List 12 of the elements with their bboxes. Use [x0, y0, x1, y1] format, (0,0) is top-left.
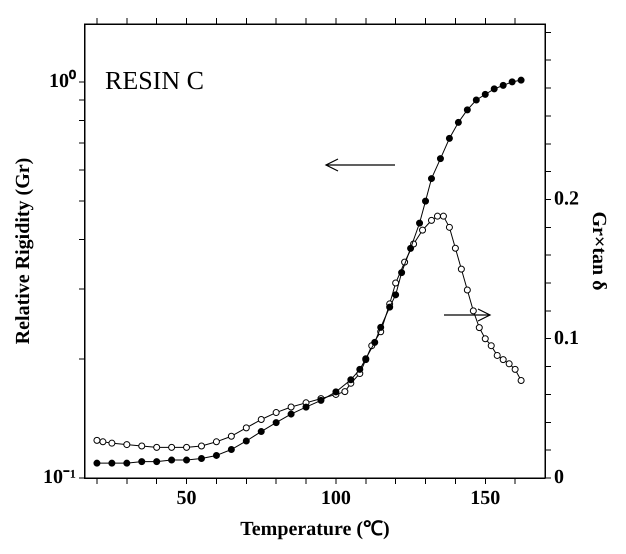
y2-tick-label: 0.1: [554, 326, 579, 349]
y2-tick-label: 0: [554, 466, 564, 488]
y-tick-label: 10⁰: [48, 69, 76, 92]
x-tick-label: 100: [320, 487, 351, 510]
y2-axis-title: Gr×tan δ: [588, 212, 610, 290]
x-axis-title: Temperature (℃): [240, 518, 390, 540]
y-axis-title: Relative Rigidity (Gr): [12, 158, 34, 344]
x-tick-label: 50: [176, 487, 197, 510]
y2-tick-label: 0.2: [554, 188, 579, 210]
annotation: RESIN C: [104, 66, 204, 95]
x-tick-label: 150: [470, 487, 500, 510]
y-tick-label: 10⁻¹: [42, 466, 76, 488]
